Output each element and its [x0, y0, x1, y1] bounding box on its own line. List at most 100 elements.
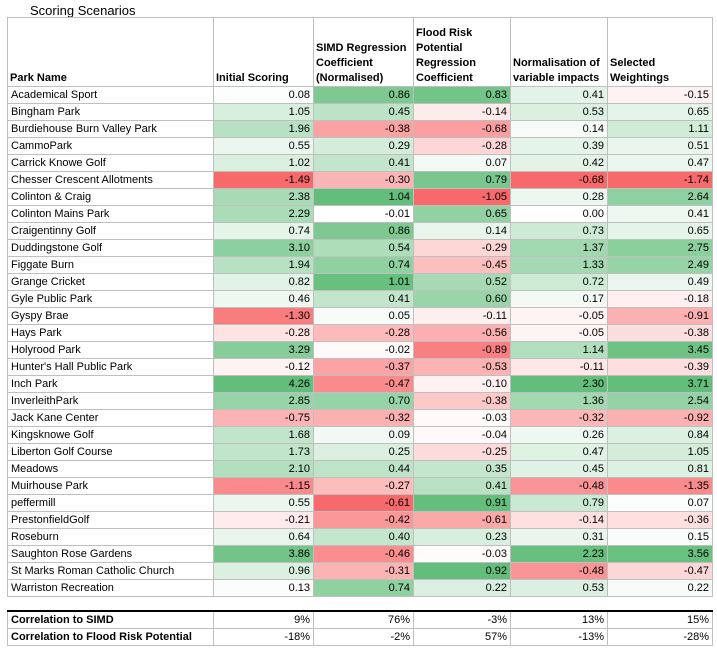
normalisation-cell[interactable]: 0.39	[510, 137, 608, 155]
normalisation-cell[interactable]: 0.47	[510, 443, 608, 461]
initial-scoring-cell[interactable]: 0.74	[213, 222, 314, 240]
correlation-flood-risk-coefficient-cell[interactable]: -3%	[413, 610, 511, 629]
initial-scoring-cell[interactable]: 0.46	[213, 290, 314, 308]
flood-risk-coefficient-cell[interactable]: -0.10	[413, 375, 511, 393]
initial-scoring-cell[interactable]: 3.10	[213, 239, 314, 257]
normalisation-cell[interactable]: -0.11	[510, 358, 608, 376]
selected-weightings-cell[interactable]: -0.38	[607, 324, 713, 342]
initial-scoring-cell[interactable]: 0.13	[213, 579, 314, 597]
flood-risk-coefficient-cell[interactable]: -0.04	[413, 426, 511, 444]
selected-weightings-cell[interactable]: 0.51	[607, 137, 713, 155]
header-normalisation[interactable]: Normalisation of variable impacts	[510, 17, 608, 87]
park-name-cell[interactable]: Burdiehouse Burn Valley Park	[7, 120, 214, 138]
park-name-cell[interactable]: Liberton Golf Course	[7, 443, 214, 461]
flood-risk-coefficient-cell[interactable]: -0.28	[413, 137, 511, 155]
flood-risk-coefficient-cell[interactable]: 0.35	[413, 460, 511, 478]
simd-coefficient-cell[interactable]: 0.09	[313, 426, 414, 444]
initial-scoring-cell[interactable]: 2.85	[213, 392, 314, 410]
simd-coefficient-cell[interactable]: 0.40	[313, 528, 414, 546]
normalisation-cell[interactable]: -0.48	[510, 477, 608, 495]
initial-scoring-cell[interactable]: -0.21	[213, 511, 314, 529]
selected-weightings-cell[interactable]: 0.81	[607, 460, 713, 478]
park-name-cell[interactable]: Bingham Park	[7, 103, 214, 121]
selected-weightings-cell[interactable]: 1.05	[607, 443, 713, 461]
selected-weightings-cell[interactable]: -0.18	[607, 290, 713, 308]
correlation-simd-coefficient-cell[interactable]: -2%	[313, 628, 414, 646]
flood-risk-coefficient-cell[interactable]: 0.52	[413, 273, 511, 291]
initial-scoring-cell[interactable]: -0.28	[213, 324, 314, 342]
selected-weightings-cell[interactable]: -0.36	[607, 511, 713, 529]
initial-scoring-cell[interactable]: 1.73	[213, 443, 314, 461]
simd-coefficient-cell[interactable]: 0.54	[313, 239, 414, 257]
correlation-label-cell[interactable]: Correlation to SIMD	[7, 610, 214, 629]
selected-weightings-cell[interactable]: 3.71	[607, 375, 713, 393]
park-name-cell[interactable]: Chesser Crescent Allotments	[7, 171, 214, 189]
flood-risk-coefficient-cell[interactable]: 0.60	[413, 290, 511, 308]
normalisation-cell[interactable]: 0.72	[510, 273, 608, 291]
park-name-cell[interactable]: Warriston Recreation	[7, 579, 214, 597]
header-flood-risk-coefficient[interactable]: Flood Risk Potential Regression Coeffici…	[413, 17, 511, 87]
selected-weightings-cell[interactable]: 2.54	[607, 392, 713, 410]
normalisation-cell[interactable]: 1.36	[510, 392, 608, 410]
flood-risk-coefficient-cell[interactable]: -0.11	[413, 307, 511, 325]
normalisation-cell[interactable]: -0.14	[510, 511, 608, 529]
selected-weightings-cell[interactable]: -0.47	[607, 562, 713, 580]
selected-weightings-cell[interactable]: -0.15	[607, 86, 713, 104]
correlation-label-cell[interactable]: Correlation to Flood Risk Potential	[7, 628, 214, 646]
correlation-simd-coefficient-cell[interactable]: 76%	[313, 610, 414, 629]
header-selected-weightings[interactable]: Selected Weightings	[607, 17, 713, 87]
selected-weightings-cell[interactable]: 0.47	[607, 154, 713, 172]
header-simd-coefficient[interactable]: SIMD Regression Coefficient (Normalised)	[313, 17, 414, 87]
flood-risk-coefficient-cell[interactable]: -0.53	[413, 358, 511, 376]
normalisation-cell[interactable]: 0.45	[510, 460, 608, 478]
selected-weightings-cell[interactable]: 0.65	[607, 222, 713, 240]
initial-scoring-cell[interactable]: 0.64	[213, 528, 314, 546]
simd-coefficient-cell[interactable]: -0.61	[313, 494, 414, 512]
initial-scoring-cell[interactable]: 1.05	[213, 103, 314, 121]
park-name-cell[interactable]: Figgate Burn	[7, 256, 214, 274]
normalisation-cell[interactable]: 2.23	[510, 545, 608, 563]
flood-risk-coefficient-cell[interactable]: -0.61	[413, 511, 511, 529]
simd-coefficient-cell[interactable]: 1.04	[313, 188, 414, 206]
flood-risk-coefficient-cell[interactable]: -0.56	[413, 324, 511, 342]
initial-scoring-cell[interactable]: 1.68	[213, 426, 314, 444]
normalisation-cell[interactable]: 0.42	[510, 154, 608, 172]
flood-risk-coefficient-cell[interactable]: -0.89	[413, 341, 511, 359]
initial-scoring-cell[interactable]: 3.86	[213, 545, 314, 563]
simd-coefficient-cell[interactable]: -0.30	[313, 171, 414, 189]
normalisation-cell[interactable]: -0.68	[510, 171, 608, 189]
park-name-cell[interactable]: Craigentinny Golf	[7, 222, 214, 240]
park-name-cell[interactable]: Inch Park	[7, 375, 214, 393]
normalisation-cell[interactable]: 0.73	[510, 222, 608, 240]
flood-risk-coefficient-cell[interactable]: -0.38	[413, 392, 511, 410]
selected-weightings-cell[interactable]: -1.74	[607, 171, 713, 189]
simd-coefficient-cell[interactable]: -0.02	[313, 341, 414, 359]
simd-coefficient-cell[interactable]: -0.27	[313, 477, 414, 495]
simd-coefficient-cell[interactable]: -0.28	[313, 324, 414, 342]
park-name-cell[interactable]: Academical Sport	[7, 86, 214, 104]
flood-risk-coefficient-cell[interactable]: 0.07	[413, 154, 511, 172]
selected-weightings-cell[interactable]: -0.39	[607, 358, 713, 376]
flood-risk-coefficient-cell[interactable]: 0.65	[413, 205, 511, 223]
flood-risk-coefficient-cell[interactable]: -0.03	[413, 545, 511, 563]
flood-risk-coefficient-cell[interactable]: 0.41	[413, 477, 511, 495]
selected-weightings-cell[interactable]: 2.64	[607, 188, 713, 206]
normalisation-cell[interactable]: -0.32	[510, 409, 608, 427]
flood-risk-coefficient-cell[interactable]: -0.25	[413, 443, 511, 461]
initial-scoring-cell[interactable]: 0.55	[213, 494, 314, 512]
flood-risk-coefficient-cell[interactable]: -0.45	[413, 256, 511, 274]
header-initial-scoring[interactable]: Initial Scoring	[213, 17, 314, 87]
correlation-initial-scoring-cell[interactable]: -18%	[213, 628, 314, 646]
initial-scoring-cell[interactable]: 0.82	[213, 273, 314, 291]
normalisation-cell[interactable]: 2.30	[510, 375, 608, 393]
simd-coefficient-cell[interactable]: -0.01	[313, 205, 414, 223]
flood-risk-coefficient-cell[interactable]: -0.29	[413, 239, 511, 257]
simd-coefficient-cell[interactable]: 0.70	[313, 392, 414, 410]
initial-scoring-cell[interactable]: 3.29	[213, 341, 314, 359]
selected-weightings-cell[interactable]: 2.75	[607, 239, 713, 257]
correlation-normalisation-cell[interactable]: 13%	[510, 610, 608, 629]
flood-risk-coefficient-cell[interactable]: -0.68	[413, 120, 511, 138]
normalisation-cell[interactable]: -0.05	[510, 307, 608, 325]
selected-weightings-cell[interactable]: 2.49	[607, 256, 713, 274]
park-name-cell[interactable]: Holyrood Park	[7, 341, 214, 359]
